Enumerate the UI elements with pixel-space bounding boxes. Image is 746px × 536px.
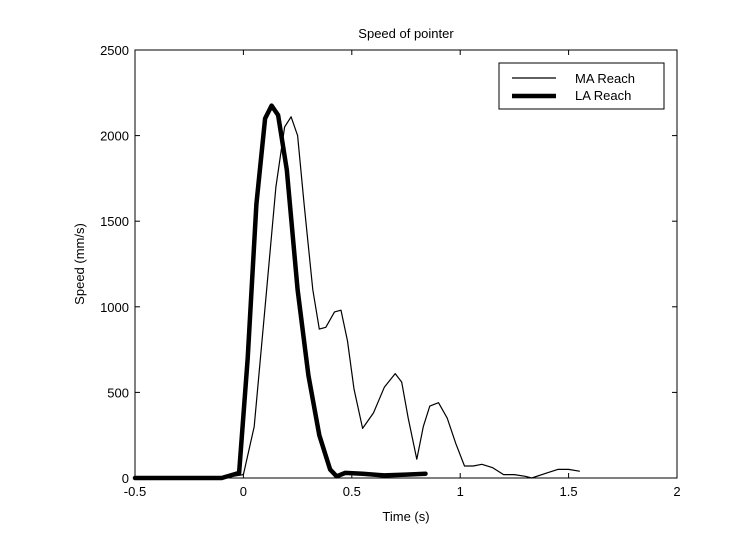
y-tick-label: 1500 [100,214,129,229]
y-tick-label: 1000 [100,300,129,315]
x-tick-label: 0 [240,484,247,499]
y-tick-label: 0 [122,471,129,486]
y-tick-label: 2000 [100,129,129,144]
x-ticks: -0.5 0 0.5 1 1.5 2 [124,50,681,499]
y-axis-label: Speed (mm/s) [72,223,87,305]
y-tick-label: 500 [107,385,129,400]
x-axis-label: Time (s) [382,509,429,524]
legend-box [498,62,665,110]
legend-label-ma-reach: MA Reach [575,71,635,86]
chart-title: Speed of pointer [358,26,454,41]
x-tick-label: 2 [673,484,680,499]
series-line-ma-reach [134,116,581,479]
x-tick-label: 1 [457,484,464,499]
plot-area [134,49,678,479]
series-group [132,103,581,481]
legend: MA Reach LA Reach [498,62,665,110]
series-line-la-reach [132,103,428,481]
x-tick-label: -0.5 [124,484,146,499]
y-ticks: 0 500 1000 1500 2000 2500 [100,43,677,486]
x-tick-label: 0.5 [343,484,361,499]
y-tick-label: 2500 [100,43,129,58]
legend-label-la-reach: LA Reach [575,88,631,103]
x-tick-label: 1.5 [560,484,578,499]
